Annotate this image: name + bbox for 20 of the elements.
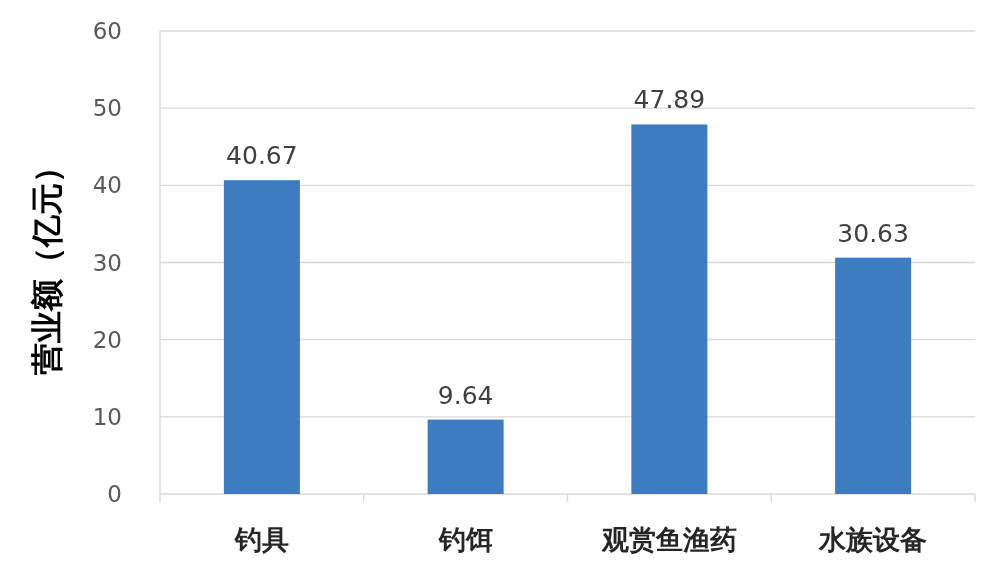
y-tick-label: 30 [92, 249, 122, 276]
y-axis-title: 营业额（亿元） [28, 150, 66, 375]
y-tick-label: 50 [92, 95, 122, 122]
bar [427, 419, 504, 494]
y-tick-label: 20 [92, 326, 122, 353]
bar [631, 124, 708, 494]
x-tick-label: 钓饵 [437, 524, 493, 555]
bar [835, 257, 912, 494]
x-tick-label: 水族设备 [818, 524, 928, 555]
bar [223, 180, 300, 494]
x-tick-label: 钓具 [233, 524, 289, 555]
data-label: 30.63 [837, 218, 909, 248]
y-tick-label: 40 [92, 172, 122, 199]
y-tick-label: 10 [92, 403, 122, 430]
x-tick-label: 观赏鱼渔药 [600, 524, 737, 555]
y-tick-label: 60 [92, 18, 122, 44]
data-label: 40.67 [226, 141, 298, 171]
y-tick-label: 0 [107, 481, 122, 507]
data-label: 47.89 [633, 85, 706, 115]
data-label: 9.64 [437, 380, 494, 410]
